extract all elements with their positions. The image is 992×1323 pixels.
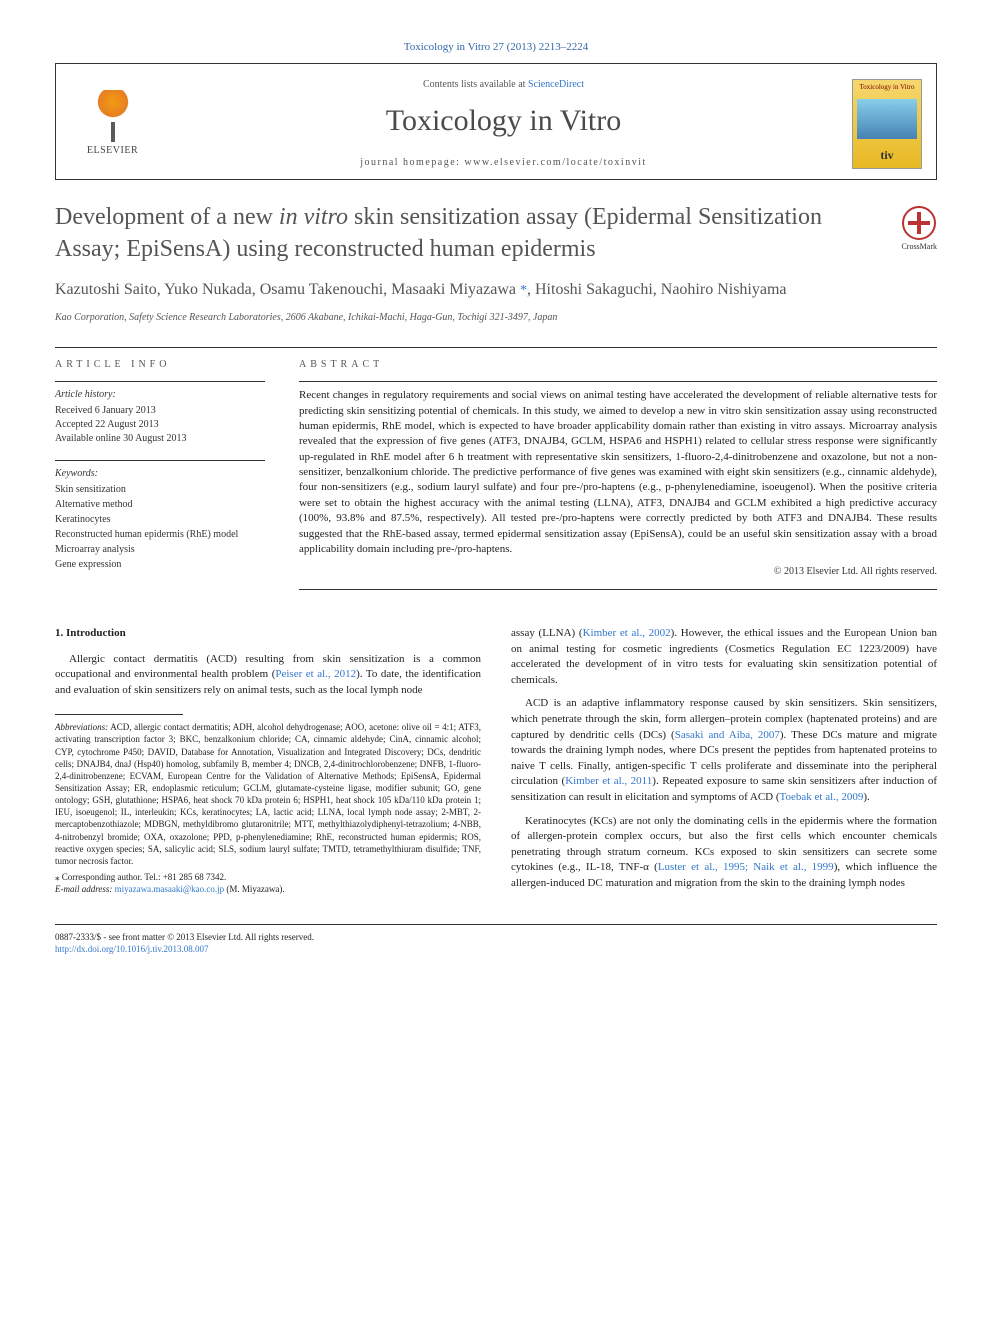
cover-abbr: tiv (880, 147, 893, 163)
col2-p2: ACD is an adaptive inflammatory response… (511, 696, 937, 805)
abbrev-text: ACD, allergic contact dermatitis; ADH, a… (55, 722, 481, 866)
authors-after: , Hitoshi Sakaguchi, Naohiro Nishiyama (527, 281, 787, 298)
keywords-label: Keywords: (55, 467, 265, 481)
journal-header: ELSEVIER Contents lists available at Sci… (55, 63, 937, 181)
abbreviations-footnote: Abbreviations: ACD, allergic contact der… (55, 721, 481, 867)
sciencedirect-link[interactable]: ScienceDirect (528, 79, 584, 90)
keyword: Skin sensitization (55, 482, 265, 497)
divider (299, 589, 937, 590)
intro-title: 1. Introduction (55, 626, 481, 642)
header-center: Contents lists available at ScienceDirec… (155, 78, 852, 170)
cover-title: Toxicology in Vitro (860, 84, 915, 92)
info-head: ARTICLE INFO (55, 358, 265, 372)
citation-link[interactable]: Luster et al., 1995; Naik et al., 1999 (658, 861, 834, 873)
abbrev-label: Abbreviations: (55, 722, 108, 732)
left-column: 1. Introduction Allergic contact dermati… (55, 626, 481, 900)
cover-image-icon (857, 99, 917, 139)
corresp-star-icon: * (520, 283, 527, 298)
keyword: Reconstructed human epidermis (RhE) mode… (55, 527, 265, 542)
page-root: Toxicology in Vitro 27 (2013) 2213–2224 … (0, 0, 992, 985)
corresp-footnote: ⁎ Corresponding author. Tel.: +81 285 68… (55, 871, 481, 895)
divider (55, 347, 937, 348)
text: assay (LLNA) ( (511, 627, 583, 639)
info-abstract-row: ARTICLE INFO Article history: Received 6… (55, 358, 937, 590)
divider (299, 381, 937, 382)
page-footer: 0887-2333/$ - see front matter © 2013 El… (55, 931, 937, 955)
doi-link[interactable]: http://dx.doi.org/10.1016/j.tiv.2013.08.… (55, 944, 209, 954)
contents-prefix: Contents lists available at (423, 79, 528, 90)
keyword: Microarray analysis (55, 542, 265, 557)
footer-rule (55, 924, 937, 925)
affiliation: Kao Corporation, Safety Science Research… (55, 311, 937, 325)
citation-link[interactable]: Kimber et al., 2002 (583, 627, 671, 639)
intro-p1: Allergic contact dermatitis (ACD) result… (55, 652, 481, 699)
email-label: E-mail address: (55, 884, 115, 894)
crossmark-badge[interactable]: CrossMark (901, 206, 937, 253)
keywords-list: Skin sensitization Alternative method Ke… (55, 482, 265, 572)
history-text: Received 6 January 2013 Accepted 22 Augu… (55, 404, 265, 446)
corresp-tel: ⁎ Corresponding author. Tel.: +81 285 68… (55, 871, 481, 883)
email-suffix: (M. Miyazawa). (224, 884, 284, 894)
keyword: Alternative method (55, 497, 265, 512)
tree-icon (89, 90, 137, 142)
abstract-col: ABSTRACT Recent changes in regulatory re… (299, 358, 937, 590)
footnote-rule (55, 714, 183, 715)
abstract-head: ABSTRACT (299, 358, 937, 372)
article-info-col: ARTICLE INFO Article history: Received 6… (55, 358, 265, 590)
history-block: Article history: Received 6 January 2013… (55, 381, 265, 446)
authors: Kazutoshi Saito, Yuko Nukada, Osamu Take… (55, 279, 937, 301)
col2-p1: assay (LLNA) (Kimber et al., 2002). Howe… (511, 626, 937, 688)
top-reference: Toxicology in Vitro 27 (2013) 2213–2224 (55, 40, 937, 55)
citation-link[interactable]: Sasaki and Aiba, 2007 (675, 729, 780, 741)
keywords-block: Keywords: Skin sensitization Alternative… (55, 460, 265, 573)
journal-name: Toxicology in Vitro (155, 101, 852, 142)
email-link[interactable]: miyazawa.masaaki@kao.co.jp (115, 884, 225, 894)
right-column: assay (LLNA) (Kimber et al., 2002). Howe… (511, 626, 937, 900)
keyword: Gene expression (55, 557, 265, 572)
history-label: Article history: (55, 388, 265, 402)
abstract-text: Recent changes in regulatory requirement… (299, 388, 937, 557)
footer-left: 0887-2333/$ - see front matter © 2013 El… (55, 931, 314, 955)
title-italic: in vitro (279, 204, 348, 230)
keyword: Keratinocytes (55, 512, 265, 527)
body-columns: 1. Introduction Allergic contact dermati… (55, 626, 937, 900)
citation-link[interactable]: Peiser et al., 2012 (275, 668, 356, 680)
crossmark-label: CrossMark (901, 242, 937, 253)
text: ). (863, 791, 869, 803)
journal-cover: Toxicology in Vitro tiv (852, 79, 922, 169)
publisher-label: ELSEVIER (87, 144, 138, 158)
contents-line: Contents lists available at ScienceDirec… (155, 78, 852, 92)
citation-link[interactable]: Toebak et al., 2009 (780, 791, 864, 803)
homepage-line: journal homepage: www.elsevier.com/locat… (155, 156, 852, 170)
authors-before: Kazutoshi Saito, Yuko Nukada, Osamu Take… (55, 281, 520, 298)
front-matter: 0887-2333/$ - see front matter © 2013 El… (55, 931, 314, 943)
col2-p3: Keratinocytes (KCs) are not only the dom… (511, 814, 937, 892)
title-row: Development of a new in vitro skin sensi… (55, 202, 937, 264)
elsevier-logo: ELSEVIER (70, 79, 155, 169)
article-title: Development of a new in vitro skin sensi… (55, 202, 883, 264)
crossmark-icon (902, 206, 936, 240)
copyright: © 2013 Elsevier Ltd. All rights reserved… (299, 565, 937, 579)
title-pre: Development of a new (55, 204, 279, 230)
citation-link[interactable]: Kimber et al., 2011 (565, 775, 652, 787)
corresp-email-line: E-mail address: miyazawa.masaaki@kao.co.… (55, 883, 481, 895)
